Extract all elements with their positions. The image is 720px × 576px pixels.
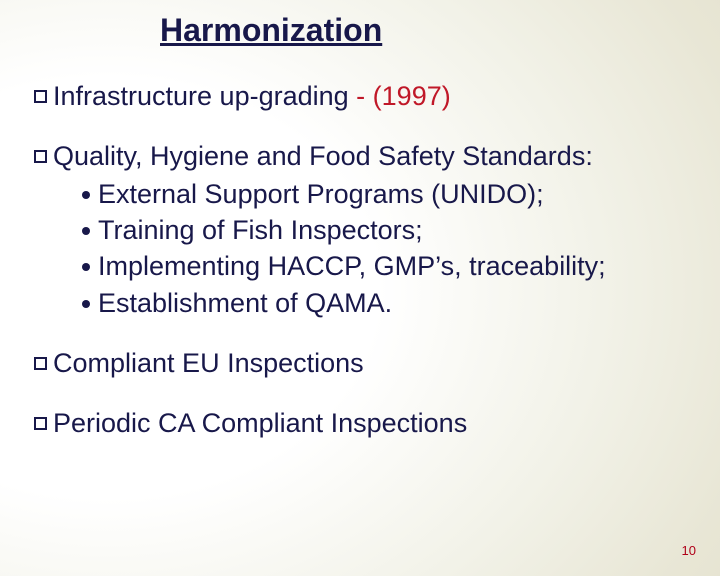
- square-bullet-icon: [34, 150, 47, 163]
- sub-item-text: Implementing HACCP, GMP’s, traceability;: [98, 251, 606, 281]
- item-year: - (1997): [356, 81, 451, 111]
- sub-list: External Support Programs (UNIDO); Train…: [34, 176, 690, 322]
- list-item: Periodic CA Compliant Inspections: [34, 407, 690, 441]
- item-text: Periodic CA Compliant Inspections: [53, 408, 467, 438]
- sub-item-text: Training of Fish Inspectors;: [98, 215, 423, 245]
- item-text: Infrastructure up-grading: [53, 81, 356, 111]
- sub-item-text: Establishment of QAMA.: [98, 288, 392, 318]
- list-item: Infrastructure up-grading - (1997): [34, 80, 690, 114]
- slide-title: Harmonization: [160, 12, 382, 49]
- list-item: Compliant EU Inspections: [34, 347, 690, 381]
- square-bullet-icon: [34, 417, 47, 430]
- square-bullet-icon: [34, 90, 47, 103]
- item-text: Compliant EU Inspections: [53, 348, 364, 378]
- sub-item: Implementing HACCP, GMP’s, traceability;: [82, 248, 690, 284]
- dot-bullet-icon: [82, 263, 90, 271]
- slide-content: Infrastructure up-grading - (1997) Quali…: [34, 80, 690, 467]
- list-item: Quality, Hygiene and Food Safety Standar…: [34, 140, 690, 322]
- item-text: Quality, Hygiene and Food Safety Standar…: [53, 141, 593, 171]
- sub-item: External Support Programs (UNIDO);: [82, 176, 690, 212]
- dot-bullet-icon: [82, 191, 90, 199]
- dot-bullet-icon: [82, 300, 90, 308]
- sub-item: Establishment of QAMA.: [82, 285, 690, 321]
- square-bullet-icon: [34, 357, 47, 370]
- sub-item-text: External Support Programs (UNIDO);: [98, 179, 544, 209]
- dot-bullet-icon: [82, 227, 90, 235]
- sub-item: Training of Fish Inspectors;: [82, 212, 690, 248]
- page-number: 10: [682, 543, 696, 558]
